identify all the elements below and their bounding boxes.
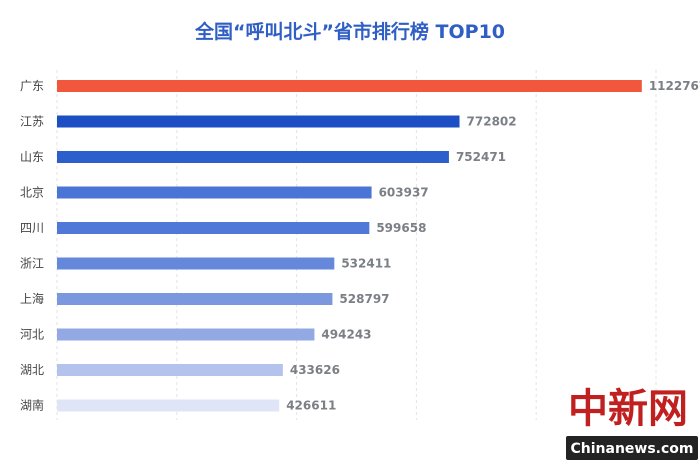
- category-label: 山东: [20, 150, 44, 164]
- bar: [57, 328, 315, 341]
- watermark-chinese-logo: 中新网: [568, 385, 688, 432]
- category-label: 上海: [20, 291, 44, 306]
- bar: [57, 222, 370, 234]
- category-label: 江苏: [20, 115, 44, 129]
- value-label: 1122767: [649, 79, 700, 93]
- value-label: 494243: [321, 328, 371, 342]
- bar: [57, 115, 460, 128]
- category-label: 湖南: [20, 398, 44, 413]
- labels: 广东 1122767 江苏 772802 山东 752471 北京 603937 四川 59965…: [20, 79, 700, 413]
- value-label: 772802: [467, 115, 517, 129]
- bar: [57, 293, 333, 305]
- category-label: 广东: [20, 79, 44, 93]
- watermark-badge: [566, 436, 698, 460]
- bars: [57, 80, 642, 412]
- bar: [57, 151, 449, 163]
- category-label: 浙江: [20, 257, 44, 271]
- grid-lines: [56, 70, 657, 420]
- value-label: 599658: [376, 221, 426, 235]
- bar: [57, 186, 372, 199]
- category-label: 北京: [20, 186, 44, 200]
- value-label: 532411: [341, 257, 391, 271]
- bar: [57, 257, 335, 270]
- bar: [57, 364, 283, 376]
- value-label: 433626: [290, 363, 340, 377]
- value-label: 528797: [339, 292, 389, 306]
- category-label: 湖北: [20, 362, 44, 377]
- bar: [57, 399, 280, 412]
- watermark-english-logo: Chinanews.com: [570, 441, 693, 457]
- chinanews-watermark: 中新网 Chinanews.com: [566, 385, 698, 460]
- category-label: 四川: [20, 221, 44, 235]
- value-label: 426611: [286, 399, 336, 413]
- value-label: 752471: [456, 150, 506, 164]
- category-label: 河北: [20, 328, 44, 342]
- bar: [57, 80, 642, 92]
- chart-title: 全国“呼叫北斗”省市排行榜 TOP10: [194, 20, 505, 43]
- value-label: 603937: [379, 186, 429, 200]
